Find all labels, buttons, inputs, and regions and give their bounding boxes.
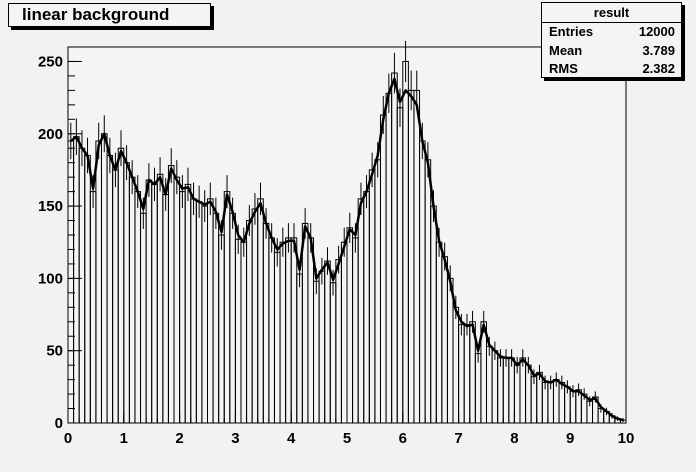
x-tick-label: 3 (231, 430, 239, 447)
x-tick-label: 5 (343, 430, 351, 447)
stats-row-entries: Entries 12000 (542, 23, 681, 42)
y-tick-label: 100 (38, 270, 63, 287)
stats-value: 2.382 (642, 60, 675, 79)
chart-title: linear background (8, 3, 211, 27)
stats-value: 3.789 (642, 42, 675, 61)
x-tick-label: 6 (399, 430, 407, 447)
stats-title: result (542, 3, 681, 23)
x-tick-label: 1 (120, 430, 128, 447)
x-tick-label: 9 (566, 430, 574, 447)
y-tick-label: 0 (55, 415, 63, 432)
x-tick-label: 4 (287, 430, 296, 447)
x-tick-label: 2 (175, 430, 183, 447)
stats-label: RMS (549, 60, 578, 79)
stats-value: 12000 (639, 23, 675, 42)
stats-row-mean: Mean 3.789 (542, 42, 681, 61)
stats-box: result Entries 12000 Mean 3.789 RMS 2.38… (541, 2, 682, 78)
stats-row-rms: RMS 2.382 (542, 60, 681, 79)
y-tick-label: 200 (38, 126, 63, 143)
y-tick-label: 50 (46, 343, 63, 360)
y-tick-label: 150 (38, 198, 63, 215)
chart-title-text: linear background (22, 5, 169, 25)
x-tick-label: 10 (618, 430, 635, 447)
x-tick-label: 0 (64, 430, 72, 447)
x-tick-label: 7 (454, 430, 462, 447)
stats-label: Mean (549, 42, 582, 61)
stats-label: Entries (549, 23, 593, 42)
x-tick-label: 8 (510, 430, 518, 447)
y-tick-label: 250 (38, 53, 63, 70)
